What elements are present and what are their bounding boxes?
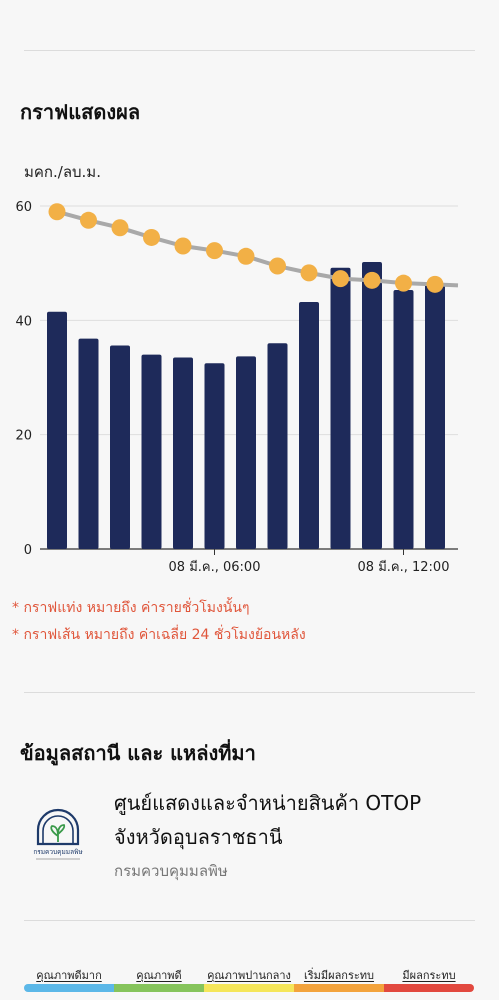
bar	[299, 302, 319, 549]
bar	[47, 311, 67, 549]
aqi-legend: คุณภาพดีมาก คุณภาพดี คุณภาพปานกลาง เริ่ม…	[24, 966, 474, 992]
x-tick-label: 08 มี.ค., 12:00	[358, 559, 450, 575]
graph-section-title: กราฟแสดงผล	[20, 100, 141, 124]
x-axis-ticks: 08 มี.ค., 06:00 08 มี.ค., 12:00	[169, 549, 450, 575]
legend-color-bar	[384, 984, 474, 992]
y-axis-ticks: 0 20 40 60	[15, 200, 32, 558]
line-point	[206, 242, 223, 260]
bar	[110, 345, 130, 549]
aqi-chart: 0 20 40 60 08 มี.ค., 06:00 08 มี.ค., 12:00	[15, 200, 459, 575]
line-point	[111, 219, 129, 237]
legend-label: คุณภาพดีมาก	[36, 969, 102, 982]
chart-unit-label: มคก./ลบ.ม.	[24, 163, 101, 181]
station-name: ศูนย์แสดงและจำหน่ายสินค้า OTOP จังหวัดอุ…	[114, 791, 422, 849]
legend-label: มีผลกระทบ	[402, 969, 456, 982]
y-tick-label: 40	[15, 314, 32, 329]
line-point	[426, 275, 444, 293]
bottom-divider	[24, 920, 475, 921]
bar	[173, 357, 193, 549]
middle-divider	[24, 692, 475, 693]
bar	[425, 283, 445, 549]
legend-label: คุณภาพดี	[136, 969, 182, 982]
line-point	[363, 271, 381, 289]
y-tick-label: 0	[24, 543, 32, 558]
line-point	[80, 211, 97, 229]
bar	[362, 262, 382, 549]
legend-starting-effect: เริ่มมีผลกระทบ	[294, 966, 384, 992]
line-point	[174, 237, 192, 255]
line-point	[143, 228, 160, 246]
logo-text: กรมควบคุมมลพิษ	[33, 848, 83, 856]
legend-label: คุณภาพปานกลาง	[207, 969, 291, 982]
station-section-title: ข้อมูลสถานี และ แหล่งที่มา	[20, 741, 256, 765]
legend-moderate: คุณภาพปานกลาง	[204, 966, 294, 992]
line-note: * กราฟเส้น หมายถึง ค่าเฉลี่ย 24 ชั่วโมงย…	[12, 627, 306, 643]
top-divider	[24, 50, 475, 51]
agency-logo: กรมควบคุมมลพิษ	[33, 808, 83, 860]
bar	[78, 338, 99, 549]
legend-very-good: คุณภาพดีมาก	[24, 966, 114, 992]
legend-color-bar	[204, 984, 294, 992]
legend-unhealthy: มีผลกระทบ	[384, 966, 474, 992]
line-point	[395, 274, 412, 292]
bar	[141, 354, 162, 549]
legend-label: เริ่มมีผลกระทบ	[303, 969, 375, 982]
bar	[393, 290, 414, 549]
line-series	[48, 203, 459, 293]
line-point	[237, 247, 255, 265]
bar	[236, 356, 256, 549]
bar	[267, 343, 288, 549]
x-tick-label: 08 มี.ค., 06:00	[169, 559, 261, 575]
line-point	[300, 264, 318, 282]
bar	[330, 267, 351, 549]
data-source: กรมควบคุมมลพิษ	[114, 862, 228, 880]
legend-color-bar	[114, 984, 204, 992]
line-point	[269, 257, 286, 275]
y-tick-label: 60	[15, 200, 32, 215]
bar-note: * กราฟแท่ง หมายถึง ค่ารายชั่วโมงนั้นๆ	[12, 600, 250, 616]
legend-good: คุณภาพดี	[114, 966, 204, 992]
line-point	[332, 270, 349, 288]
y-tick-label: 20	[15, 429, 32, 444]
legend-color-bar	[294, 984, 384, 992]
legend-color-bar	[24, 984, 114, 992]
bar	[204, 363, 225, 549]
line-point	[48, 203, 66, 221]
bar-series	[47, 262, 445, 549]
